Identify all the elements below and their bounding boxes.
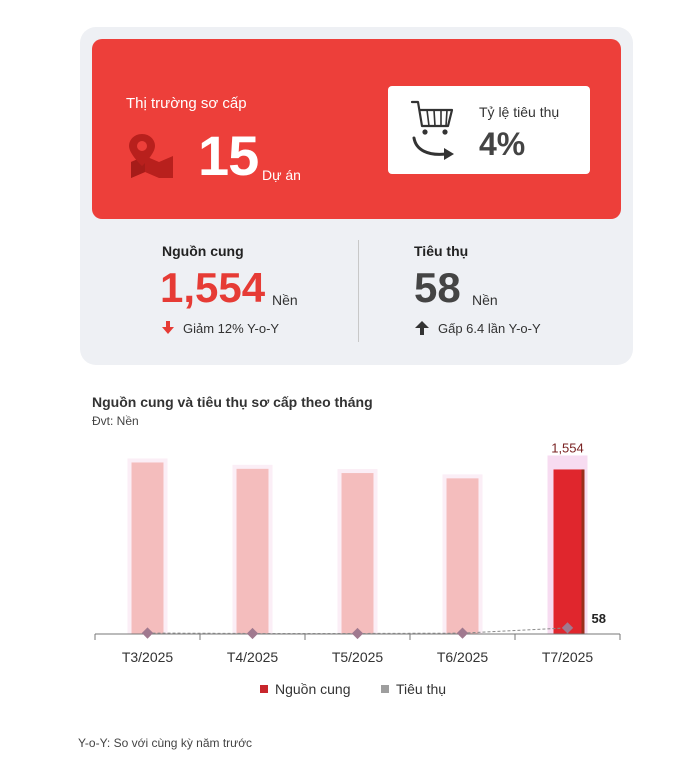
supply-change: Giảm 12% Y-o-Y: [183, 321, 280, 336]
data-label-absorption: 58: [592, 611, 606, 626]
x-tick-label: T3/2025: [122, 649, 174, 665]
legend-swatch-supply: [260, 685, 268, 693]
data-label-supply: 1,554: [551, 440, 584, 455]
stat-divider: [358, 240, 359, 342]
absorption-point: [351, 627, 364, 640]
supply-bar: [551, 469, 584, 634]
x-tick-label: T5/2025: [332, 649, 384, 665]
legend-item-supply: Nguồn cung: [260, 681, 351, 697]
supply-value: 1,554: [160, 264, 266, 311]
absorption-unit: Nền: [472, 292, 498, 308]
supply-bar: [341, 473, 374, 634]
summary-card: Thị trường sơ cấp 15 Dự án Tỷ lệ tiêu th…: [80, 27, 633, 365]
primary-market-banner: Thị trường sơ cấp 15 Dự án Tỷ lệ tiêu th…: [92, 39, 621, 219]
absorption-ratio-label: Tỷ lệ tiêu thụ: [479, 104, 560, 120]
supply-bar: [236, 468, 269, 634]
legend-swatch-absorption: [381, 685, 389, 693]
project-unit: Dự án: [262, 167, 301, 183]
absorption-value: 58: [414, 264, 461, 311]
absorption-ratio-value: 4%: [479, 126, 526, 162]
absorption-label: Tiêu thụ: [414, 243, 469, 259]
map-pin-icon: [129, 134, 173, 178]
bar-edge: [549, 465, 554, 634]
footnote: Y-o-Y: So với cùng kỳ năm trước: [78, 736, 253, 750]
x-tick-label: T6/2025: [437, 649, 489, 665]
supply-bar: [446, 478, 479, 634]
arrow-down-icon: [162, 321, 174, 334]
absorption-point: [141, 627, 154, 639]
absorption-point: [456, 627, 469, 639]
absorption-point: [246, 627, 259, 640]
legend-label-supply: Nguồn cung: [275, 681, 351, 697]
bar-edge: [581, 469, 585, 634]
chart-title: Nguồn cung và tiêu thụ sơ cấp theo tháng: [92, 394, 373, 410]
legend-label-absorption: Tiêu thụ: [396, 681, 447, 697]
market-title: Thị trường sơ cấp: [126, 95, 247, 112]
absorption-point: [561, 622, 574, 634]
supply-label: Nguồn cung: [162, 243, 244, 259]
legend-item-absorption: Tiêu thụ: [381, 681, 446, 697]
chart-legend: Nguồn cung Tiêu thụ: [0, 681, 680, 701]
supply-bar: [131, 462, 164, 634]
project-count: 15: [198, 124, 259, 187]
chart-area: T3/2025 T4/2025 T5/2025 T6/2025 T7/2025 1,554…: [94, 440, 621, 665]
x-tick-label: T4/2025: [227, 649, 279, 665]
chart-unit: Đvt: Nền: [92, 414, 139, 428]
arrow-up-icon: [415, 321, 429, 335]
supply-unit: Nền: [272, 292, 298, 308]
x-tick-label: T7/2025: [542, 649, 594, 665]
shopping-cart-icon: [410, 100, 454, 160]
absorption-ratio-box: Tỷ lệ tiêu thụ 4%: [388, 86, 590, 174]
absorption-change: Gấp 6.4 lần Y-o-Y: [438, 321, 541, 336]
